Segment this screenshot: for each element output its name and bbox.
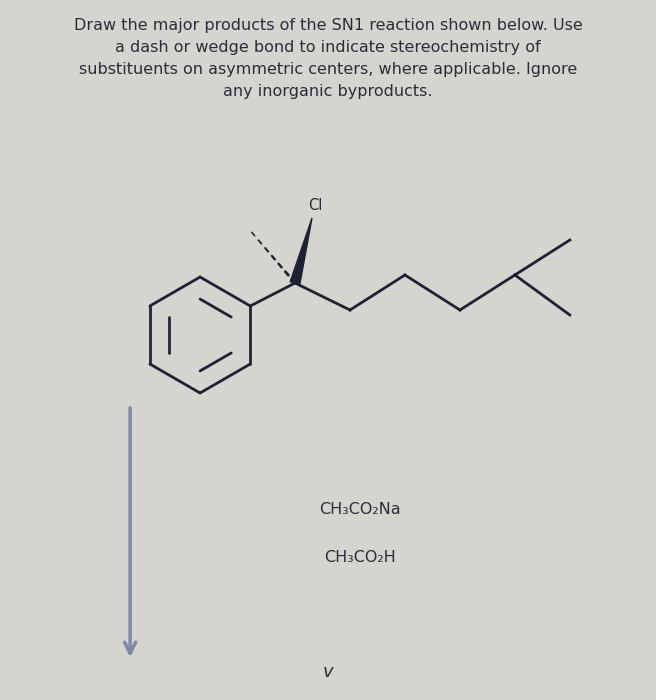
Text: substituents on asymmetric centers, where applicable. Ignore: substituents on asymmetric centers, wher… (79, 62, 577, 77)
Text: CH₃CO₂Na: CH₃CO₂Na (319, 503, 401, 517)
Text: v: v (323, 663, 333, 681)
Text: CH₃CO₂H: CH₃CO₂H (324, 550, 396, 566)
Text: Draw the major products of the SN1 reaction shown below. Use: Draw the major products of the SN1 react… (73, 18, 583, 33)
Polygon shape (290, 218, 312, 284)
Text: a dash or wedge bond to indicate stereochemistry of: a dash or wedge bond to indicate stereoc… (115, 40, 541, 55)
Text: any inorganic byproducts.: any inorganic byproducts. (223, 84, 433, 99)
Text: Cl: Cl (308, 197, 322, 213)
